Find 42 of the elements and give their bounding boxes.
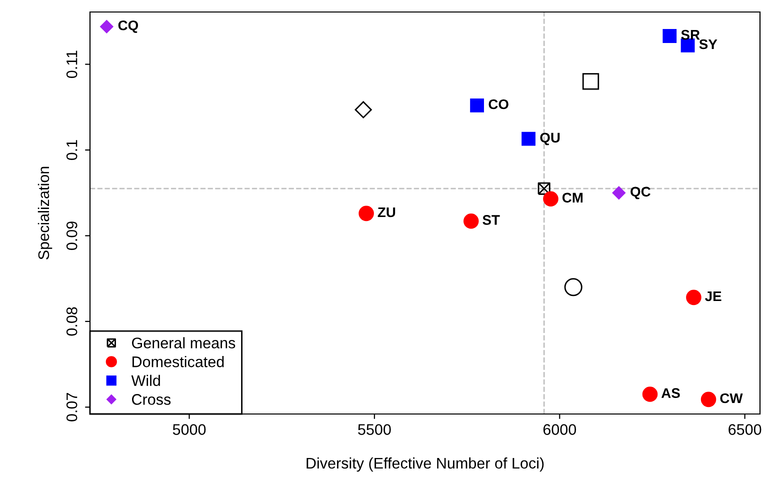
y-tick-label: 0.1 xyxy=(66,140,78,160)
x-tick-label: 5500 xyxy=(358,424,391,435)
annotation: CW xyxy=(720,393,743,404)
annotation: QU xyxy=(540,132,560,146)
point xyxy=(358,206,374,222)
point xyxy=(700,392,716,408)
y-axis-title: Specialization xyxy=(38,166,52,260)
legend-label: Wild xyxy=(131,374,160,386)
annotation: CQ xyxy=(118,20,138,33)
annotation: AS xyxy=(661,388,680,398)
point xyxy=(642,386,658,402)
annotation: QC xyxy=(630,186,650,200)
point xyxy=(463,214,479,229)
point xyxy=(522,132,536,146)
point xyxy=(582,73,600,90)
point xyxy=(100,20,114,34)
legend-label: Cross xyxy=(132,394,171,405)
point xyxy=(686,290,702,306)
point xyxy=(543,191,558,206)
legend-label: Domesticated xyxy=(132,356,224,368)
x-tick-label: 5000 xyxy=(172,424,206,435)
annotation: ST xyxy=(482,215,500,225)
x-tick-label: 6000 xyxy=(543,424,576,435)
annotation: CO xyxy=(488,99,508,110)
annotation: CM xyxy=(562,192,583,203)
point xyxy=(354,101,372,118)
annotation: JE xyxy=(705,291,722,302)
x-axis-title: Diversity (Effective Number of Loci) xyxy=(306,457,544,472)
x-tick-label: 6500 xyxy=(728,424,762,435)
y-tick-label: 0.07 xyxy=(66,393,78,422)
point xyxy=(470,98,484,112)
y-tick-label: 0.08 xyxy=(66,307,78,336)
point xyxy=(564,278,582,296)
y-tick-label: 0.11 xyxy=(66,50,78,78)
legend-label: General means xyxy=(132,337,236,348)
point xyxy=(662,29,677,43)
annotation: ZU xyxy=(378,207,396,218)
annotation: SR xyxy=(681,30,700,40)
annotation: SY xyxy=(699,39,718,50)
y-tick-label: 0.09 xyxy=(66,222,78,250)
point xyxy=(538,182,550,195)
point xyxy=(612,186,626,200)
